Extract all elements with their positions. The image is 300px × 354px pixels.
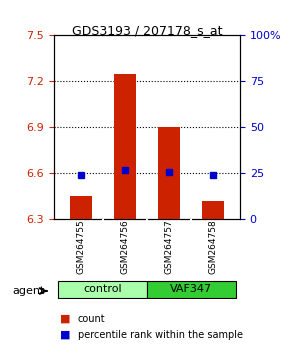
Text: GSM264758: GSM264758 <box>209 219 218 274</box>
FancyBboxPatch shape <box>58 281 147 298</box>
Text: GSM264757: GSM264757 <box>165 219 174 274</box>
Text: VAF347: VAF347 <box>170 284 212 295</box>
Bar <box>70 196 92 219</box>
Text: GDS3193 / 207178_s_at: GDS3193 / 207178_s_at <box>72 24 222 36</box>
Bar <box>114 74 136 219</box>
Text: GSM264755: GSM264755 <box>76 219 85 274</box>
Text: control: control <box>83 284 122 295</box>
FancyBboxPatch shape <box>147 281 236 298</box>
Text: ■: ■ <box>60 330 70 339</box>
Bar <box>202 201 224 219</box>
Text: percentile rank within the sample: percentile rank within the sample <box>78 330 243 339</box>
Bar <box>158 127 180 219</box>
Text: agent: agent <box>12 286 44 296</box>
Text: GSM264756: GSM264756 <box>120 219 129 274</box>
Text: ■: ■ <box>60 314 70 324</box>
Text: count: count <box>78 314 106 324</box>
